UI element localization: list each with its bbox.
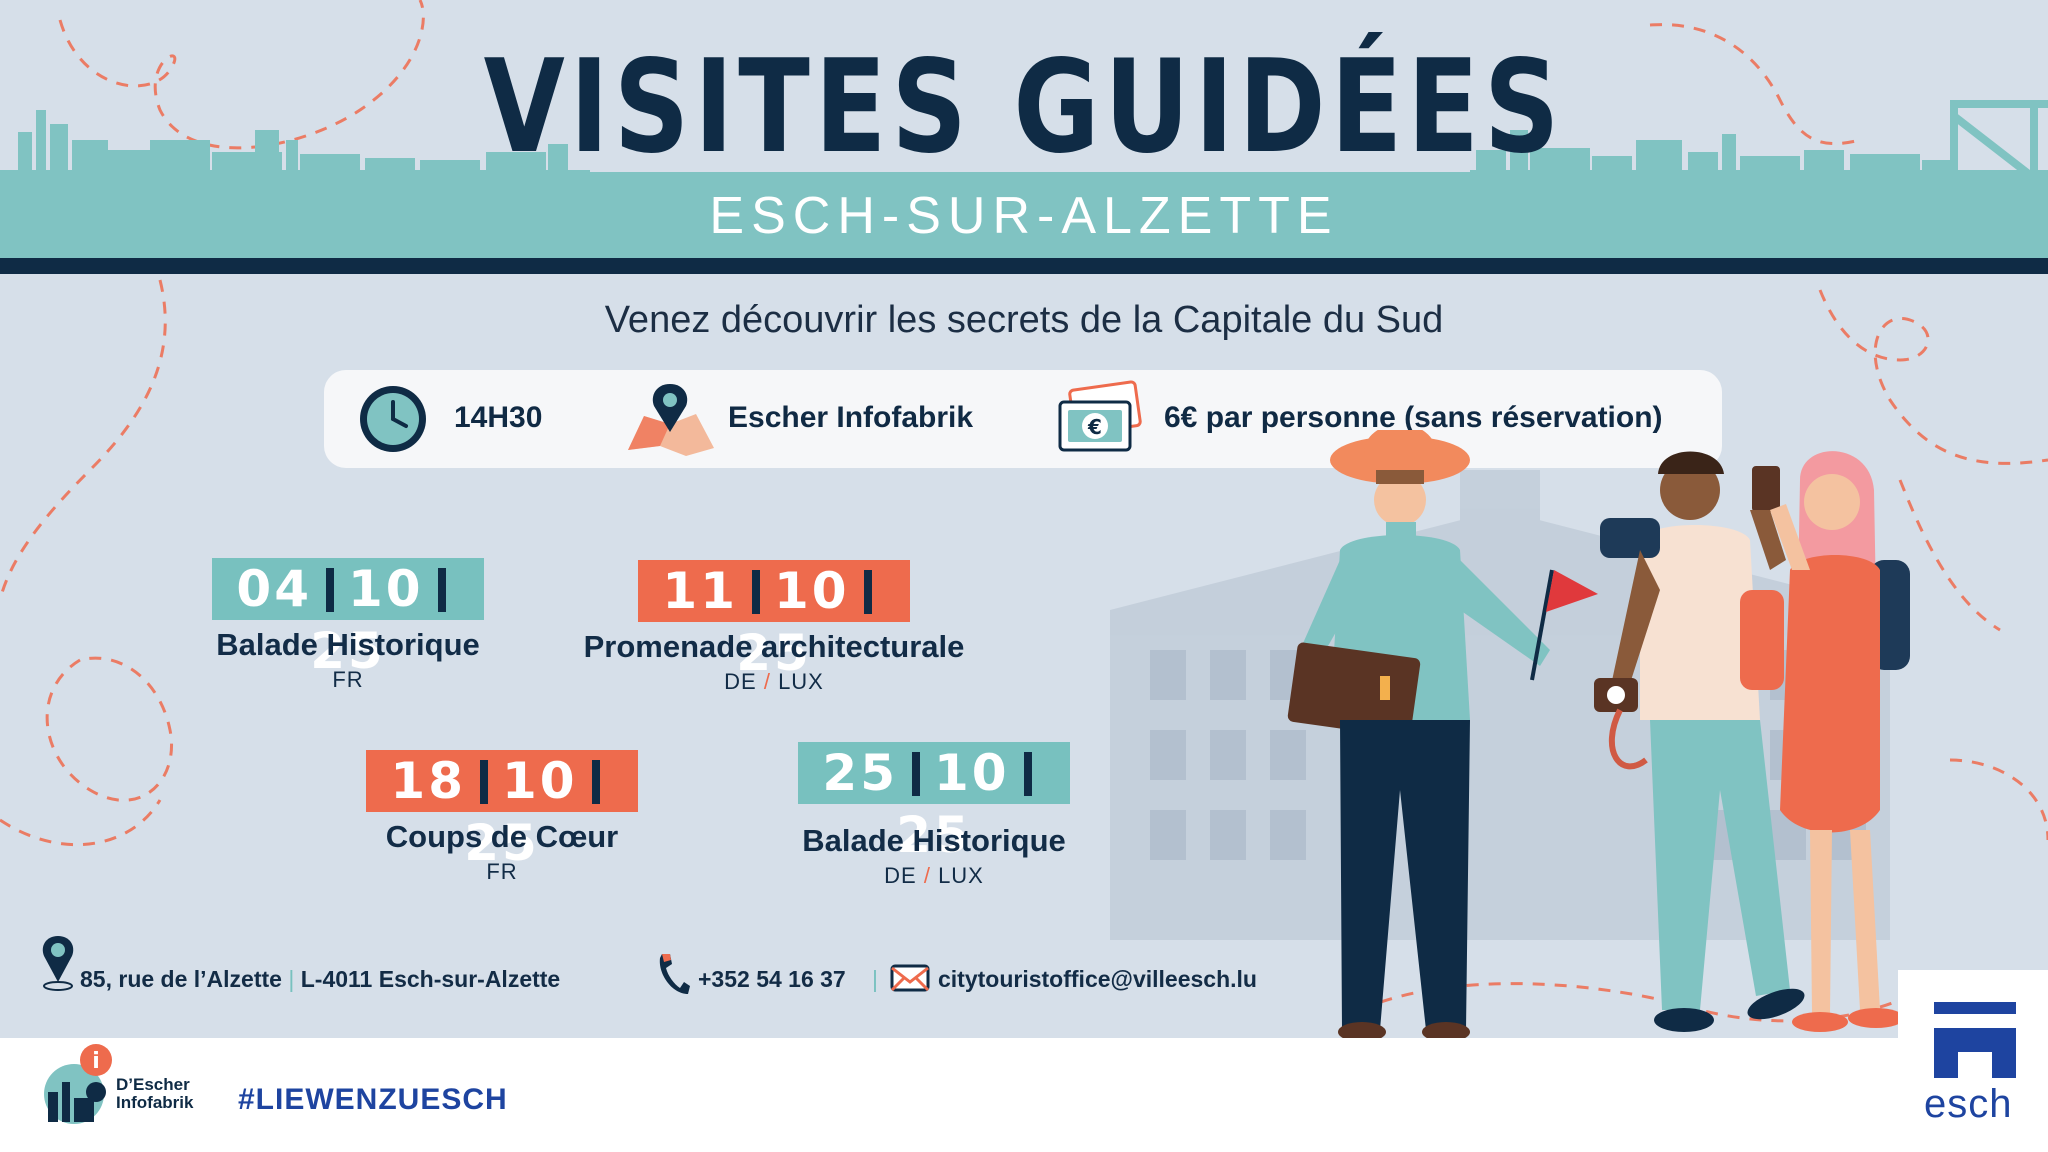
event-date-badge: 25 1025	[798, 742, 1070, 864]
event-name: Balade Historique	[216, 627, 480, 662]
header-band	[0, 172, 2048, 258]
svg-text:€: €	[1087, 415, 1102, 439]
location-pin-icon	[42, 936, 74, 991]
phone-icon	[659, 954, 690, 994]
info-bar: 14H30 Escher Infofabrik € 6€ par personn…	[324, 370, 1722, 468]
address: 85, rue de l’Alzette | L-4011 Esch-sur-A…	[80, 966, 561, 992]
event-date-badge: 04 1025	[212, 558, 484, 680]
banknote-icon: €	[1058, 380, 1142, 452]
tourists-illustration	[1110, 430, 1910, 1040]
esch-logo-mark	[1934, 1002, 2016, 1078]
footer	[0, 1038, 2048, 1152]
price-text: 6€ par personne (sans réservation)	[1164, 401, 1663, 434]
event-language: DE / LUX	[884, 863, 984, 888]
event-name: Coups de Cœur	[385, 819, 619, 854]
map-pin-icon	[628, 384, 714, 456]
hashtag: #LIEWENZUESCH	[238, 1083, 508, 1116]
clock-icon	[360, 386, 426, 452]
header-underline	[0, 258, 2048, 274]
divider: |	[872, 966, 878, 992]
info-icon: i	[92, 1049, 100, 1074]
event-date-badge: 18 1025	[366, 750, 638, 872]
infofabrik-name: D’Escher Infofabrik	[116, 1075, 194, 1112]
event-language: DE / LUX	[724, 669, 824, 694]
tagline: Venez découvrir les secrets de la Capita…	[604, 299, 1444, 341]
esch-logo-text: esch	[1924, 1082, 2013, 1126]
time-text: 14H30	[454, 401, 543, 434]
page-title: VISITES GUIDÉES	[483, 33, 1565, 182]
mail-icon	[890, 964, 930, 992]
infofabrik-logo: i	[44, 1044, 112, 1124]
place-text: Escher Infofabrik	[728, 401, 974, 434]
city-subtitle: ESCH-SUR-ALZETTE	[709, 187, 1339, 245]
phone-number: +352 54 16 37	[698, 966, 846, 992]
event-date-badge: 11 1025	[638, 560, 910, 682]
event-language: FR	[486, 859, 518, 884]
event-name: Promenade architecturale	[583, 629, 965, 664]
event-name: Balade Historique	[802, 823, 1066, 858]
event-language: FR	[332, 667, 364, 692]
email-address: citytouristoffice@villeesch.lu	[938, 966, 1257, 992]
esch-logo-panel	[1898, 970, 2048, 1152]
